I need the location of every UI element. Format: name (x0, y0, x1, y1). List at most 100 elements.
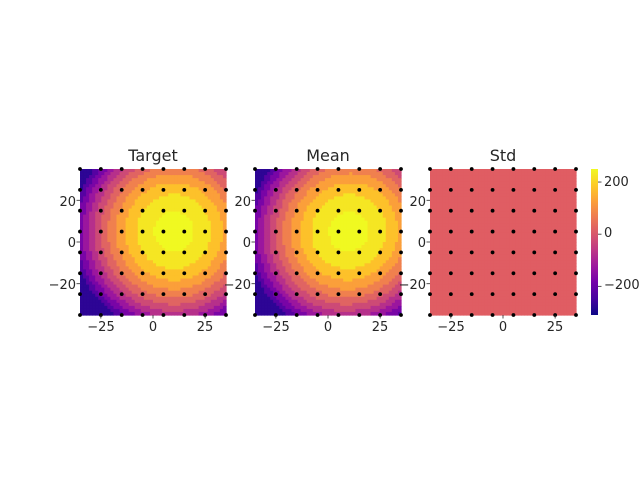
heatmap-cell (219, 181, 224, 185)
heatmap-cell (183, 296, 188, 301)
heatmap-cell (303, 208, 308, 213)
heatmap-cell (367, 178, 372, 182)
heatmap-cell (355, 172, 360, 176)
heatmap-cell (168, 178, 172, 182)
heatmap-cell (294, 278, 299, 283)
heatmap-cell (382, 235, 387, 240)
heatmap-cell (122, 211, 127, 216)
heatmap-cell (334, 235, 338, 240)
heatmap-cell (321, 290, 326, 295)
heatmap-cell (80, 226, 84, 231)
heatmap-cell (258, 178, 262, 182)
heatmap-cell (376, 226, 381, 231)
heatmap-cell (122, 193, 127, 197)
heatmap-cell (186, 302, 191, 307)
heatmap-cell (95, 199, 99, 204)
heatmap-cell (219, 248, 224, 252)
heatmap-cell (276, 311, 280, 316)
heatmap-cell (352, 226, 356, 231)
heatmap-cell (107, 290, 112, 295)
heatmap-cell (291, 202, 296, 207)
heatmap-cell (101, 308, 105, 313)
heatmap-cell (107, 308, 112, 313)
heatmap-cell (261, 217, 265, 222)
heatmap-cell (382, 251, 387, 255)
heatmap-cell (104, 175, 108, 179)
heatmap-cell (267, 269, 271, 274)
heatmap-cell (318, 305, 323, 310)
heatmap-cell (110, 229, 115, 234)
heatmap-cell (364, 226, 369, 231)
heatmap-cell (318, 202, 323, 207)
heatmap-cell (300, 293, 305, 298)
heatmap-cell (433, 245, 437, 249)
heatmap-cell (186, 305, 191, 310)
heatmap-cell (122, 187, 127, 191)
heatmap-cell (297, 190, 302, 194)
heatmap-cell (95, 248, 99, 252)
heatmap-cell (346, 305, 350, 310)
heatmap-cell (334, 290, 338, 295)
heatmap-cell (364, 211, 369, 216)
heatmap-cell (125, 169, 130, 173)
heatmap-cell (98, 275, 102, 280)
heatmap-cell (394, 199, 399, 204)
heatmap-cell (267, 178, 271, 182)
observation-point (182, 313, 187, 317)
heatmap-cell (110, 175, 115, 179)
heatmap-cell (189, 238, 194, 243)
heatmap-cell (174, 275, 178, 280)
heatmap-cell (334, 184, 338, 188)
heatmap-cell (86, 193, 90, 197)
heatmap-cell (134, 184, 139, 188)
heatmap-cell (222, 214, 227, 219)
heatmap-cell (318, 199, 323, 204)
heatmap-cell (131, 248, 136, 252)
heatmap-cell (297, 175, 302, 179)
heatmap-cell (171, 184, 175, 188)
heatmap-cell (291, 305, 296, 310)
heatmap-cell (303, 296, 308, 301)
heatmap-cell (352, 217, 356, 222)
heatmap-cell (83, 257, 87, 261)
heatmap-cell (391, 308, 396, 313)
heatmap-cell (309, 251, 314, 255)
heatmap-cell (294, 205, 299, 210)
heatmap-cell (340, 190, 344, 194)
heatmap-cell (267, 287, 271, 292)
heatmap-cell (382, 181, 387, 185)
observation-point (78, 271, 82, 276)
heatmap-cell (125, 308, 130, 313)
heatmap-cell (291, 211, 296, 216)
heatmap-cell (104, 226, 108, 231)
heatmap-cell (171, 226, 175, 231)
heatmap-cell (370, 232, 375, 237)
heatmap-cell (186, 175, 191, 179)
heatmap-cell (267, 266, 271, 270)
heatmap-cell (394, 184, 399, 188)
heatmap-cell (104, 169, 108, 173)
heatmap-cell (204, 205, 209, 210)
heatmap-cell (219, 242, 224, 246)
heatmap-cell (352, 169, 356, 173)
heatmap-cell (361, 263, 366, 267)
heatmap-cell (306, 193, 311, 197)
heatmap-cell (168, 302, 172, 307)
heatmap-cell (303, 263, 308, 267)
heatmap-cell (343, 199, 347, 204)
heatmap-cell (177, 214, 181, 219)
heatmap-cell (207, 251, 212, 255)
heatmap-cell (331, 208, 335, 213)
heatmap-cell (213, 248, 218, 252)
heatmap-cell (312, 284, 317, 289)
heatmap-cell (156, 172, 160, 176)
heatmap-cell (288, 257, 293, 261)
heatmap-cell (279, 190, 283, 194)
heatmap-cell (107, 232, 112, 237)
heatmap-cell (328, 172, 332, 176)
heatmap-cell (104, 272, 108, 277)
heatmap-cell (137, 272, 142, 277)
heatmap-cell (436, 284, 440, 289)
heatmap-cell (222, 220, 227, 225)
heatmap-cell (340, 260, 344, 264)
